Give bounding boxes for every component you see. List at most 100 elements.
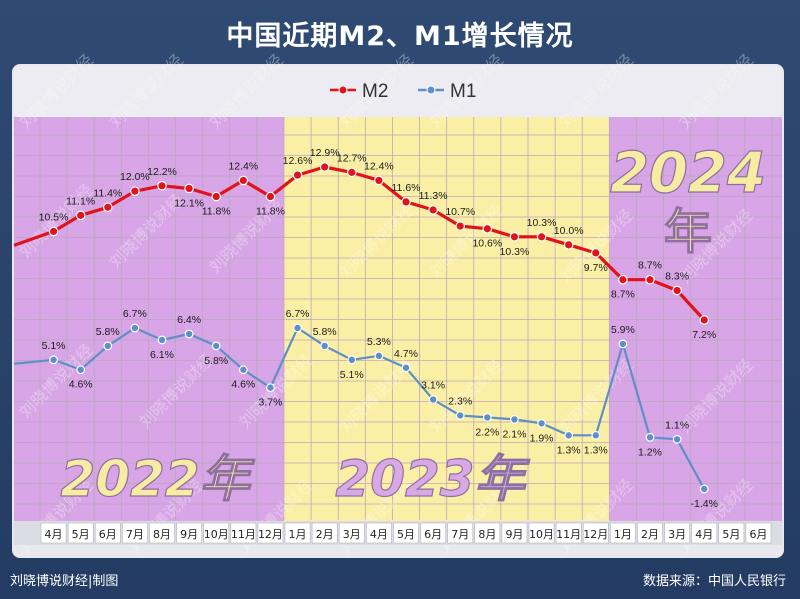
x-tick-label: 9月	[180, 528, 198, 541]
data-label-m2: 11.1%	[66, 195, 95, 207]
x-tick-box	[203, 522, 230, 544]
data-point-m1	[184, 329, 194, 339]
data-point-m2	[238, 175, 249, 186]
data-point-m2	[265, 191, 276, 202]
data-label-m2: 9.7%	[584, 262, 608, 274]
data-point-m2	[292, 170, 303, 180]
x-tick-label: 5月	[722, 528, 740, 541]
data-point-m1	[320, 341, 330, 351]
x-tick-label: 4月	[370, 528, 388, 541]
data-point-m2	[672, 285, 682, 296]
x-tick-box	[745, 522, 772, 544]
x-tick-label: 1月	[289, 528, 307, 541]
data-label-m1: 1.2%	[638, 446, 662, 458]
data-point-m2	[590, 248, 601, 258]
x-tick-label: 11月	[556, 528, 581, 541]
data-label-m2: 8.7%	[611, 289, 635, 301]
year-label: 2024	[610, 141, 766, 206]
year-label: 年	[664, 204, 712, 260]
data-label-m1: 4.7%	[394, 348, 418, 360]
data-label-m2: 8.7%	[638, 260, 662, 272]
year-label: 2023年	[335, 450, 530, 508]
series-points	[48, 162, 710, 494]
data-point-m2	[645, 274, 655, 285]
data-point-m2	[184, 183, 194, 194]
data-point-m1	[401, 363, 411, 373]
x-tick-box	[230, 522, 257, 544]
data-label-m1: 5.3%	[367, 336, 391, 348]
x-tick-label: 3月	[343, 528, 361, 541]
data-point-m2	[509, 231, 520, 242]
x-tick-box	[610, 522, 636, 544]
data-label-m2: 10.3%	[500, 246, 530, 258]
x-tick-label: 7月	[451, 528, 469, 541]
x-tick-box	[311, 522, 338, 544]
x-tick-box	[718, 522, 745, 544]
data-point-m1	[428, 395, 438, 404]
data-label-m1: 5.8%	[96, 326, 120, 338]
data-point-m1	[537, 419, 546, 428]
legend: M2 M1	[330, 81, 476, 102]
x-tick-box	[122, 522, 148, 544]
data-point-m2	[428, 205, 438, 215]
data-label-m2: 10.7%	[445, 206, 475, 218]
x-tick-box	[338, 522, 365, 544]
data-label-m2: 10.3%	[527, 217, 557, 229]
data-label-m2: 11.3%	[419, 190, 448, 202]
data-label-m2: 12.2%	[147, 166, 177, 178]
data-label-m2: 10.5%	[39, 211, 69, 223]
x-tick-box	[664, 522, 690, 544]
data-point-m2	[536, 231, 547, 242]
series-line-m1	[13, 326, 706, 490]
x-tick-label: 4月	[45, 528, 63, 541]
year-label: 2022年	[60, 450, 255, 508]
data-labels: 10.5%11.1%11.4%12.0%12.2%12.1%11.8%12.4%…	[39, 147, 718, 510]
footer-author: 刘晓博说财经|制图	[10, 574, 119, 589]
data-point-m2	[75, 210, 86, 221]
data-point-m2	[401, 197, 411, 207]
x-tick-box	[94, 522, 121, 544]
data-label-m2: 12.9%	[310, 147, 340, 159]
data-label-m1: 1.3%	[584, 444, 608, 456]
data-label-m2: 12.4%	[364, 160, 394, 172]
data-label-m1: 2.3%	[448, 395, 472, 407]
data-point-m2	[157, 180, 167, 191]
data-label-m1: -1.4%	[691, 498, 718, 510]
data-label-m2: 12.0%	[120, 171, 150, 183]
x-tick-box	[637, 522, 663, 544]
x-tick-label: 3月	[668, 528, 686, 541]
data-label-m1: 1.9%	[530, 432, 554, 444]
x-tick-label: 7月	[126, 528, 144, 541]
x-tick-box	[447, 522, 474, 544]
data-label-m1: 3.7%	[258, 397, 282, 409]
data-label-m2: 12.1%	[174, 197, 204, 209]
x-tick-box	[257, 522, 284, 544]
data-label-m1: 4.6%	[69, 379, 93, 391]
data-point-m1	[564, 430, 574, 440]
data-point-m2	[48, 226, 59, 237]
data-label-m2: 10.6%	[472, 238, 502, 250]
data-point-m1	[266, 383, 275, 393]
data-label-m1: 6.7%	[286, 308, 310, 320]
footer-source: 数据来源：中国人民银行	[642, 574, 786, 589]
x-tick-box	[474, 522, 501, 544]
x-tick-label: 10月	[529, 528, 554, 541]
data-label-m1: 4.6%	[231, 379, 255, 391]
x-axis: 4月 5月 6月 7月 8月 9月 10月 11月 12月 1月 2月 3月 4月 5月 6月 7月 8月 9月 1…	[14, 521, 782, 545]
data-point-m1	[238, 365, 248, 375]
x-tick-label: 5月	[397, 528, 415, 541]
data-point-m1	[699, 484, 709, 494]
x-tick-label: 8月	[478, 528, 496, 541]
x-tick-label: 12月	[583, 528, 608, 541]
data-point-m1	[103, 341, 113, 351]
x-tick-label: 5月	[72, 528, 90, 541]
data-label-m2: 8.3%	[665, 270, 689, 282]
x-tick-label: 4月	[695, 528, 713, 541]
x-tick-box	[393, 522, 419, 544]
data-point-m1	[672, 434, 682, 444]
data-point-m1	[49, 355, 58, 365]
legend-area	[14, 66, 782, 117]
data-label-m1: 2.1%	[502, 428, 526, 440]
